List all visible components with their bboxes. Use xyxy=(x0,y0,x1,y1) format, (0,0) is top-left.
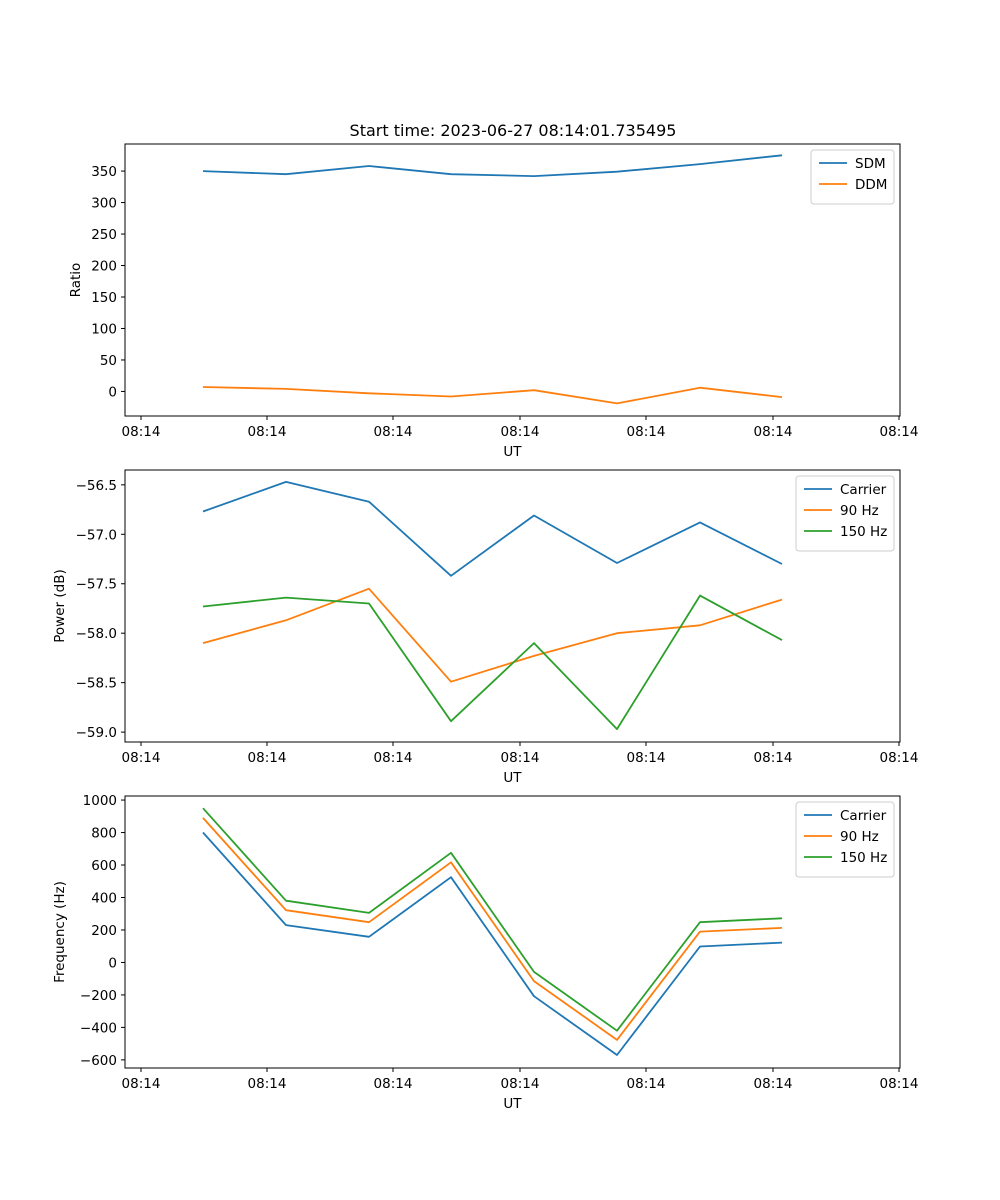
series-line-150-hz xyxy=(202,594,783,730)
legend-box xyxy=(795,475,895,552)
y-tick-label: −200 xyxy=(80,988,117,1004)
series-line-90-hz xyxy=(202,587,783,683)
legend: SDM DDM xyxy=(810,149,895,205)
x-tick-label: 08:14 xyxy=(501,424,540,440)
x-axis-label: UT xyxy=(503,1096,522,1112)
x-tick-label: 08:14 xyxy=(122,1076,161,1092)
x-tick-label: 08:14 xyxy=(754,750,793,766)
y-axis-label: Power (dB) xyxy=(52,569,68,642)
series-line-ddm xyxy=(202,386,783,405)
x-tick-label: 08:14 xyxy=(248,424,287,440)
x-tick-label: 08:14 xyxy=(627,1076,666,1092)
legend-label: Carrier xyxy=(840,808,887,824)
y-tick-label: −58.5 xyxy=(76,676,117,692)
power-panel: 08:14 08:14 08:14 08:14 08:14 08:14 08:14 UT −59… xyxy=(52,469,919,786)
legend-label: 90 Hz xyxy=(840,503,879,519)
y-tick-label: 0 xyxy=(108,384,117,400)
x-tick-label: 08:14 xyxy=(880,750,919,766)
y-tick-label: 50 xyxy=(100,353,117,369)
x-tick-label: 08:14 xyxy=(754,1076,793,1092)
y-tick-label: 200 xyxy=(91,259,117,275)
x-axis-label: UT xyxy=(503,770,522,786)
y-axis-label: Ratio xyxy=(68,263,84,298)
y-tick-label: −58.0 xyxy=(76,626,117,642)
series-line-carrier xyxy=(202,831,783,1056)
y-tick-label: −56.5 xyxy=(76,478,117,494)
legend-label: SDM xyxy=(855,156,886,172)
x-tick-label: 08:14 xyxy=(627,750,666,766)
x-tick-label: 08:14 xyxy=(880,1076,919,1092)
y-tick-label: 0 xyxy=(108,955,117,971)
series-line-carrier xyxy=(202,480,783,577)
x-tick-label: 08:14 xyxy=(754,424,793,440)
frequency-panel: 08:14 08:14 08:14 08:14 08:14 08:14 08:14 UT −60… xyxy=(52,793,918,1112)
x-tick-label: 08:14 xyxy=(248,1076,287,1092)
y-tick-label: 100 xyxy=(91,321,117,337)
y-axis-label: Frequency (Hz) xyxy=(52,881,68,983)
y-tick-label: 600 xyxy=(91,858,117,874)
y-tick-label: −57.0 xyxy=(76,527,117,543)
legend-box xyxy=(795,801,895,878)
x-tick-label: 08:14 xyxy=(122,424,161,440)
y-tick-label: 150 xyxy=(91,290,117,306)
x-tick-label: 08:14 xyxy=(374,750,413,766)
legend-label: 150 Hz xyxy=(840,850,887,866)
y-tick-label: 250 xyxy=(91,227,117,243)
x-tick-label: 08:14 xyxy=(374,424,413,440)
x-tick-label: 08:14 xyxy=(627,424,666,440)
series-line-sdm xyxy=(202,154,783,178)
x-tick-label: 08:14 xyxy=(374,1076,413,1092)
axes-frame xyxy=(124,143,901,417)
legend: Carrier 90 Hz 150 Hz xyxy=(795,801,895,878)
x-axis-label: UT xyxy=(503,444,522,460)
chart-title: Start time: 2023-06-27 08:14:01.735495 xyxy=(350,121,677,140)
legend-label: 150 Hz xyxy=(840,524,887,540)
y-tick-label: 200 xyxy=(91,923,117,939)
axes-frame xyxy=(124,795,901,1069)
x-tick-label: 08:14 xyxy=(501,750,540,766)
y-tick-label: −57.5 xyxy=(76,577,117,593)
y-tick-label: 800 xyxy=(91,826,117,842)
legend-label: Carrier xyxy=(840,482,887,498)
y-tick-label: −600 xyxy=(80,1053,117,1069)
y-tick-label: 350 xyxy=(91,164,117,180)
series-line-150-hz xyxy=(202,807,783,1032)
legend-label: DDM xyxy=(855,177,887,193)
legend-label: 90 Hz xyxy=(840,829,879,845)
x-tick-label: 08:14 xyxy=(122,750,161,766)
x-tick-label: 08:14 xyxy=(501,1076,540,1092)
y-tick-label: −400 xyxy=(80,1020,117,1036)
axes-frame xyxy=(124,469,901,743)
ratio-panel: 08:14 08:14 08:14 08:14 08:14 08:14 08:14 UT 0 50… xyxy=(68,143,919,460)
x-tick-label: 08:14 xyxy=(248,750,287,766)
legend: Carrier 90 Hz 150 Hz xyxy=(795,475,895,552)
y-tick-label: 400 xyxy=(91,890,117,906)
y-tick-label: 1000 xyxy=(83,793,117,809)
y-tick-label: −59.0 xyxy=(76,725,117,741)
x-tick-label: 08:14 xyxy=(880,424,919,440)
series-line-90-hz xyxy=(202,817,783,1041)
y-tick-label: 300 xyxy=(91,196,117,212)
